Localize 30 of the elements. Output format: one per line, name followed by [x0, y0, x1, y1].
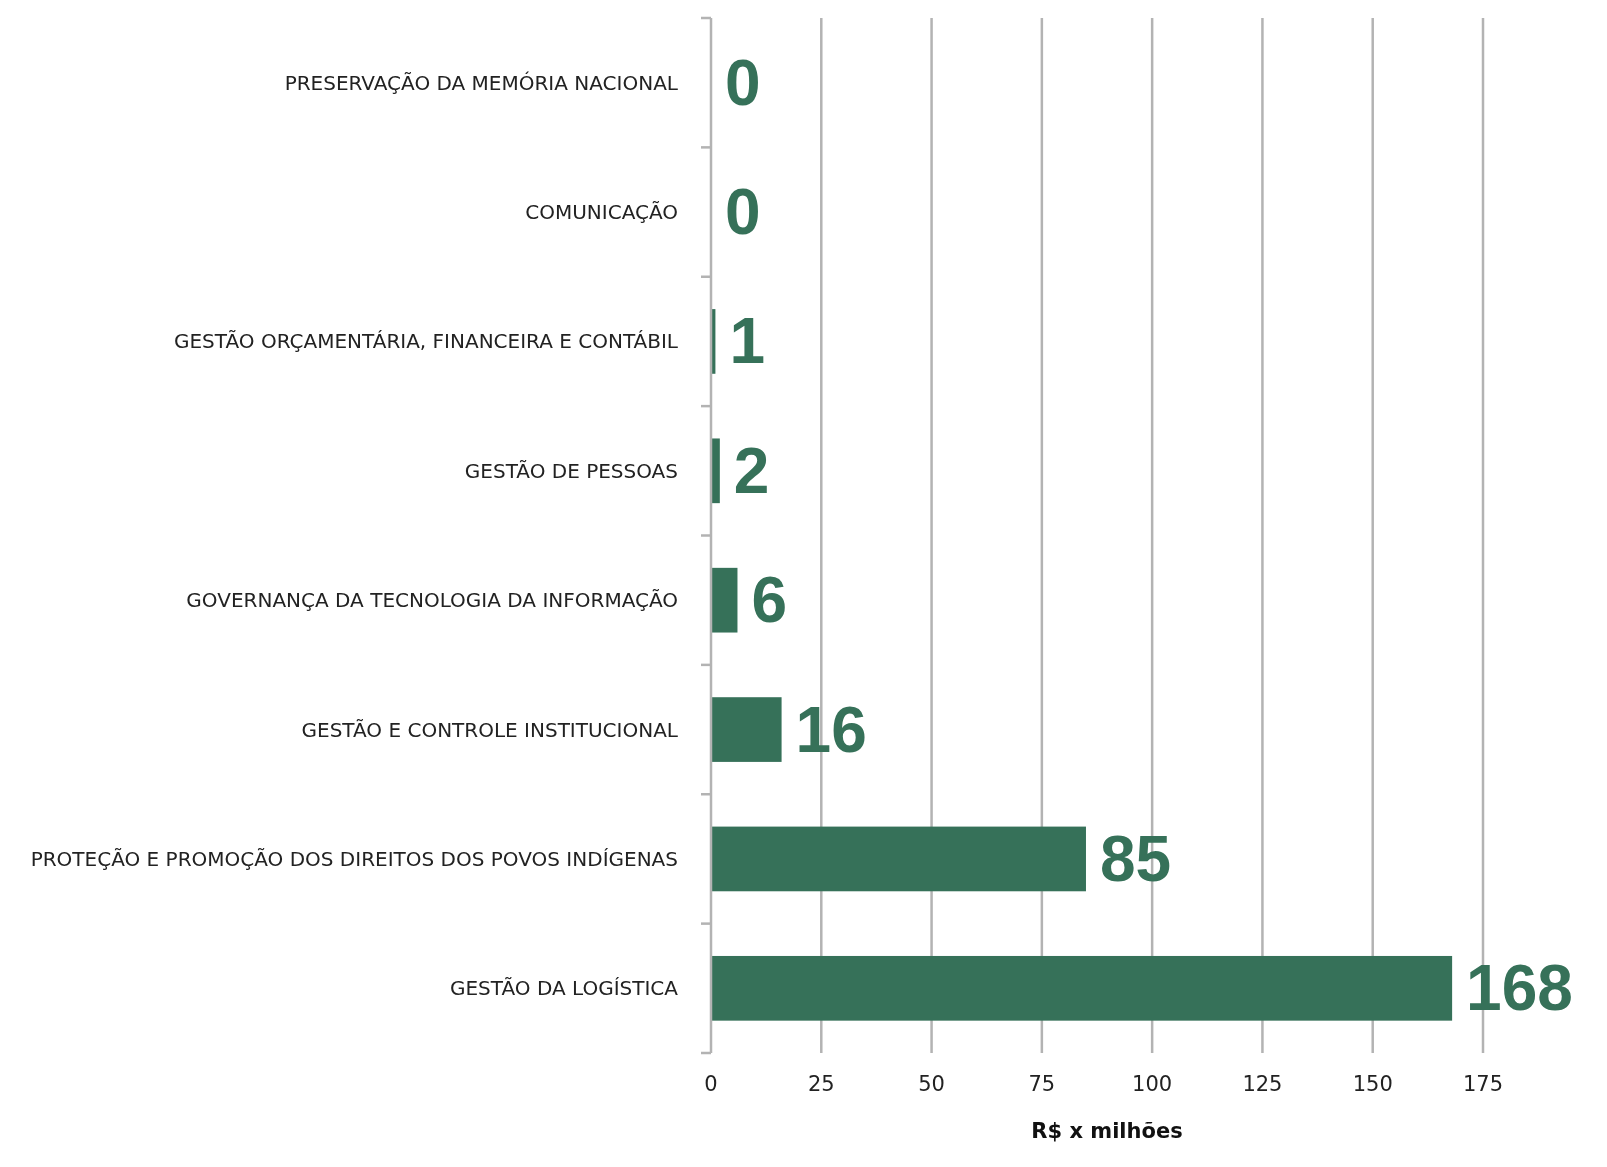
x-tick-label: 50 [918, 1072, 945, 1096]
data-label: 2 [733, 434, 770, 507]
x-tick-label: 125 [1242, 1072, 1283, 1096]
data-label: 6 [751, 564, 788, 637]
y-tick-label: COMUNICAÇÃO [525, 200, 678, 225]
data-label: 0 [725, 176, 761, 249]
bar [711, 438, 720, 504]
x-tick-label: 25 [807, 1072, 835, 1096]
x-tick-label: 75 [1028, 1072, 1056, 1096]
y-tick-label: GESTÃO E CONTROLE INSTITUCIONAL [301, 717, 679, 742]
x-tick-label: 100 [1132, 1072, 1173, 1096]
bar [711, 826, 1086, 892]
y-tick-label: GESTÃO ORÇAMENTÁRIA, FINANCEIRA E CONTÁBIL [173, 329, 679, 354]
y-tick-label: GESTÃO DE PESSOAS [464, 458, 678, 483]
data-label: 85 [1099, 822, 1172, 895]
y-tick-label: PROTEÇÃO E PROMOÇÃO DOS DIREITOS DOS POVOS INDÍGENAS [30, 846, 678, 871]
bar [711, 697, 782, 762]
y-tick-label: PRESERVAÇÃO DA MEMÓRIA NACIONAL [284, 70, 679, 95]
x-tick-label: 0 [704, 1072, 718, 1096]
data-label: 16 [795, 693, 867, 766]
y-tick-label: GESTÃO DA LOGÍSTICA [449, 976, 679, 1001]
x-tick-label: 150 [1352, 1072, 1393, 1096]
x-axis-title: R$ x milhões [1031, 1119, 1183, 1143]
bar [711, 567, 738, 633]
data-label: 168 [1466, 952, 1573, 1025]
bar [711, 955, 1453, 1021]
data-label: 1 [729, 305, 766, 378]
data-label: 0 [725, 46, 761, 119]
x-tick-label: 175 [1462, 1072, 1504, 1096]
y-tick-label: GOVERNANÇA DA TECNOLOGIA DA INFORMAÇÃO [186, 588, 678, 613]
